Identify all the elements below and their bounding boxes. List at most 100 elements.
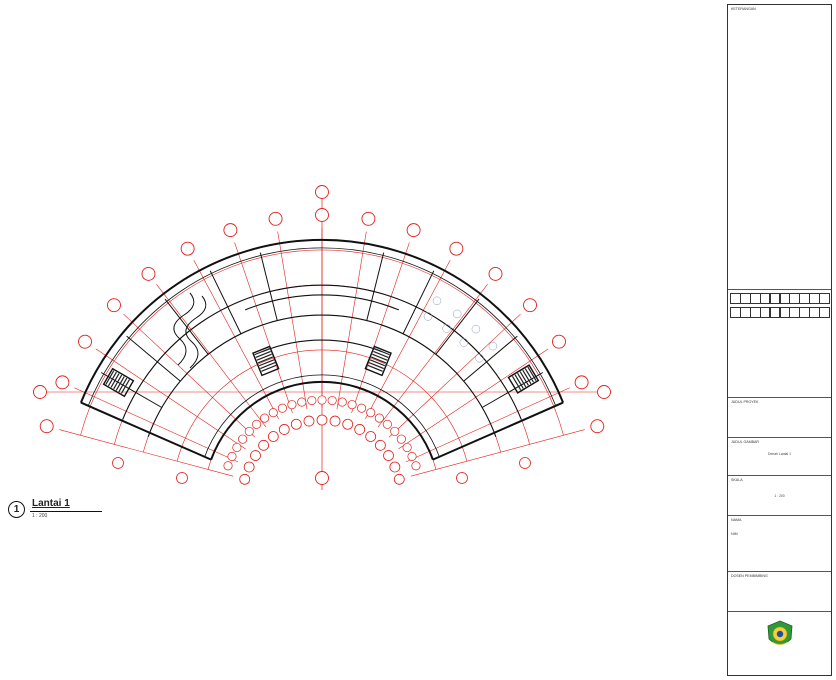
stair-outline [507,364,540,394]
stair-outline [252,345,280,377]
room-partition [259,252,278,321]
grid-bubble [361,211,376,226]
corridor-wall [122,284,522,420]
room-partition [100,372,163,408]
stair-tread [107,371,117,387]
stair-tread [373,350,389,358]
stair-tread [372,353,388,361]
radial-grid-line [74,387,239,463]
radial-grid-line [123,313,256,438]
revision-grid-top [730,293,830,304]
grid-bubble [303,415,315,427]
radial-grid-line [59,429,234,477]
radial-grid-line [95,348,246,450]
stair-tread [255,350,271,358]
furniture-circle [423,312,433,321]
radial-grid-line [193,259,279,420]
stair-tread [115,376,125,391]
building-arcs [79,238,565,461]
radial-grid-line [377,284,488,428]
grid-bubbles [33,185,611,485]
room-partition [402,270,435,334]
radial-grid-line [410,429,585,477]
revision-cell [819,293,830,304]
revision-cell [819,307,830,318]
stair-tread [260,361,276,370]
axis-bubble [597,385,611,399]
student-section: NAMA NIM [728,515,831,571]
grid-bubble [277,403,287,413]
outer-wall [79,238,565,403]
revision-section [728,289,831,397]
grid-bubble [366,408,376,418]
radial-grid-line [365,259,451,420]
stair-tread [517,372,527,388]
axis-bubble [315,185,329,199]
stair-outline [364,345,392,377]
grid-bubble [456,472,468,484]
grid-bubble [258,439,270,451]
grid-bubble [297,397,307,407]
stair-tread [519,371,529,386]
grid-bubble [374,439,386,451]
stair-tread [527,366,537,382]
sheet-title: Lantai 1 [32,498,70,509]
stair-core [252,345,280,377]
furniture-circle [488,341,498,351]
grid-bubble [519,457,531,469]
judul-proyek-section: JUDUL PROYEK [728,397,831,437]
stair-tread [113,374,123,390]
radial-grid-line [234,242,293,413]
judul-gambar-value: Denah Lantai 1 [768,452,791,456]
grid-bubble [488,266,503,281]
grid-bubble [383,450,394,461]
grid-bubble [176,472,188,484]
stair-tread [374,348,390,356]
dosen-label: DOSEN PEMBIMBING [731,574,768,578]
grid-bubble [411,461,421,471]
stair-outline [102,367,135,398]
judul-proyek-label: JUDUL PROYEK [731,400,759,404]
radial-grid-line [398,348,549,450]
stair-core [364,345,392,377]
grid-bubble [354,424,366,435]
grid-bubble [317,395,327,405]
grid-bubble [223,223,238,238]
grid-bubble [232,442,242,453]
outer-wall-inner [87,247,557,406]
furniture-circle [452,309,462,319]
grid-bubble [374,413,384,423]
grid-bubble [390,426,400,436]
sheet-number-bubble: 1 [8,501,25,518]
grid-bubble [357,403,367,413]
arc-grid-line [176,349,468,462]
grid-bubble [223,461,233,471]
grid-bubble [315,208,329,222]
institution-section [728,611,831,677]
room-partition [126,335,181,382]
radial-grid-line [336,231,367,410]
grid-bubble [39,419,54,434]
grid-bubble [327,395,337,406]
axis-bubble [315,471,329,485]
grid-bubble [278,424,290,435]
sheet-title-rule [30,511,102,512]
ramp-line [185,295,207,369]
grid-bubble [252,419,262,429]
room-partition [209,270,242,334]
grid-bubble [347,400,357,410]
grid-bubble [243,461,255,473]
radial-grid-line [351,242,410,413]
keterangan-label: KETERANGAN [731,7,756,11]
end-wall [432,401,564,461]
hall-wall [261,339,383,353]
sheet-label: 1 Lantai 1 1 : 200 [8,498,102,524]
stair-tread [370,356,387,364]
skala-section: SKALA 1 : 200 [728,475,831,515]
room-partition [164,298,209,355]
stair-tread [120,379,130,394]
stair-tread [105,370,115,385]
skala-label: SKALA [731,478,743,482]
nim-label: NIM [731,532,738,536]
grid-bubble [393,473,405,485]
